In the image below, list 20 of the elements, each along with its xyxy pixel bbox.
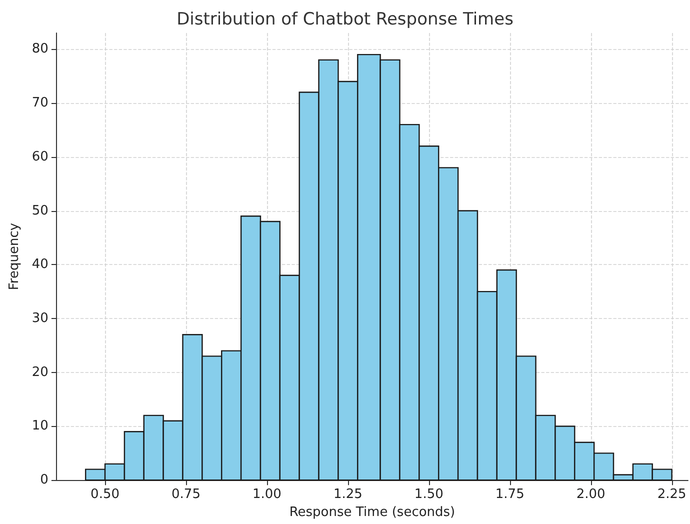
- y-tick-label: 60: [32, 149, 48, 164]
- x-tick-label: 2.00: [576, 487, 606, 502]
- y-tick-label: 70: [32, 96, 48, 111]
- x-tick-label: 1.00: [252, 487, 282, 502]
- x-tick-label: 2.25: [657, 487, 686, 502]
- x-tick-label: 1.75: [495, 487, 524, 502]
- x-tick-label: 0.75: [172, 487, 200, 502]
- y-tick-label: 10: [32, 418, 48, 434]
- x-tick-label: 1.25: [333, 487, 362, 502]
- y-tick-label: 20: [32, 364, 48, 380]
- y-tick-label: 30: [32, 311, 48, 326]
- x-tick-label: 0.50: [90, 487, 120, 502]
- y-tick-label: 0: [40, 472, 48, 488]
- y-tick-label: 50: [32, 203, 48, 218]
- y-tick-label: 80: [32, 42, 48, 57]
- x-tick-label: 1.50: [414, 487, 444, 502]
- y-axis-title: Frequency: [7, 222, 22, 290]
- x-axis-title: Response Time (seconds): [289, 505, 456, 520]
- y-tick-label: 40: [32, 257, 48, 272]
- chart-title: Distribution of Chatbot Response Times: [176, 10, 514, 30]
